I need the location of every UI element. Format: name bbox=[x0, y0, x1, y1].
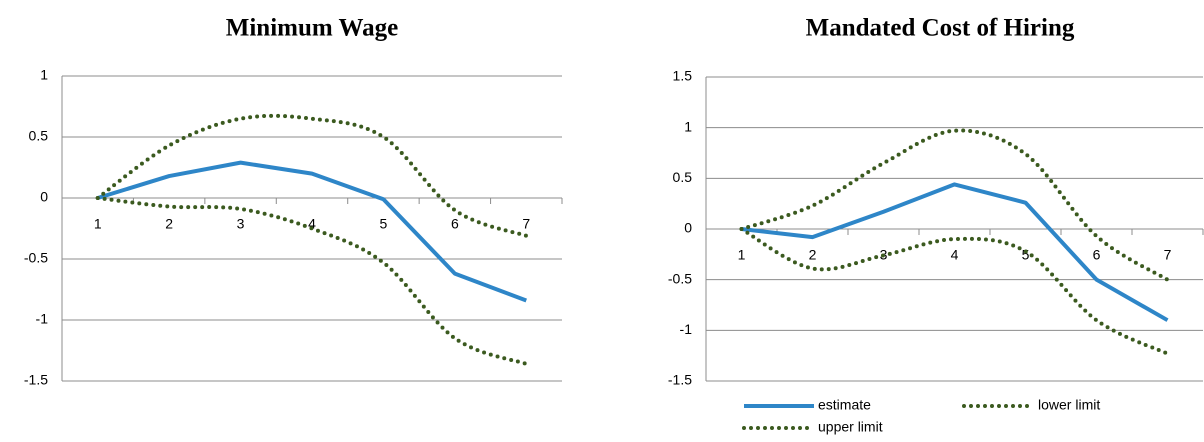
y-tick-label: 1 bbox=[684, 118, 692, 134]
x-tick-label: 5 bbox=[380, 216, 388, 232]
y-tick-label: 0 bbox=[40, 189, 48, 205]
x-tick-label: 7 bbox=[1164, 247, 1172, 263]
y-tick-label: -1.5 bbox=[24, 372, 48, 388]
y-tick-label: -0.5 bbox=[24, 250, 48, 266]
legend-label: estimate bbox=[818, 397, 871, 413]
data-line bbox=[97, 160, 527, 303]
y-tick-label: -1.5 bbox=[668, 372, 692, 388]
chart-title: Minimum Wage bbox=[226, 15, 398, 42]
y-tick-label: -1 bbox=[680, 321, 693, 337]
data-line bbox=[95, 113, 529, 238]
y-tick-label: 0.5 bbox=[29, 128, 49, 144]
x-tick-label: 6 bbox=[1093, 247, 1101, 263]
data-line bbox=[741, 182, 1169, 322]
x-tick-label: 2 bbox=[165, 216, 173, 232]
x-tick-label: 3 bbox=[237, 216, 245, 232]
data-line bbox=[739, 227, 1170, 356]
x-tick-label: 1 bbox=[94, 216, 102, 232]
y-tick-label: 1.5 bbox=[673, 68, 693, 84]
chart-title: Mandated Cost of Hiring bbox=[806, 15, 1075, 42]
y-tick-label: -0.5 bbox=[668, 270, 692, 286]
y-tick-label: 0 bbox=[684, 220, 692, 236]
x-tick-label: 4 bbox=[951, 247, 959, 263]
x-tick-label: 5 bbox=[1022, 247, 1030, 263]
x-tick-label: 7 bbox=[522, 216, 530, 232]
legend-label: upper limit bbox=[818, 419, 883, 435]
legend-label: lower limit bbox=[1038, 397, 1100, 413]
y-tick-label: -1 bbox=[36, 311, 49, 327]
x-tick-label: 1 bbox=[738, 247, 746, 263]
x-tick-label: 6 bbox=[451, 216, 459, 232]
x-tick-label: 2 bbox=[809, 247, 817, 263]
data-line bbox=[95, 196, 529, 366]
y-tick-label: 0.5 bbox=[673, 169, 693, 185]
data-line bbox=[739, 128, 1170, 282]
x-tick-label: 4 bbox=[308, 216, 316, 232]
y-tick-label: 1 bbox=[40, 67, 48, 83]
